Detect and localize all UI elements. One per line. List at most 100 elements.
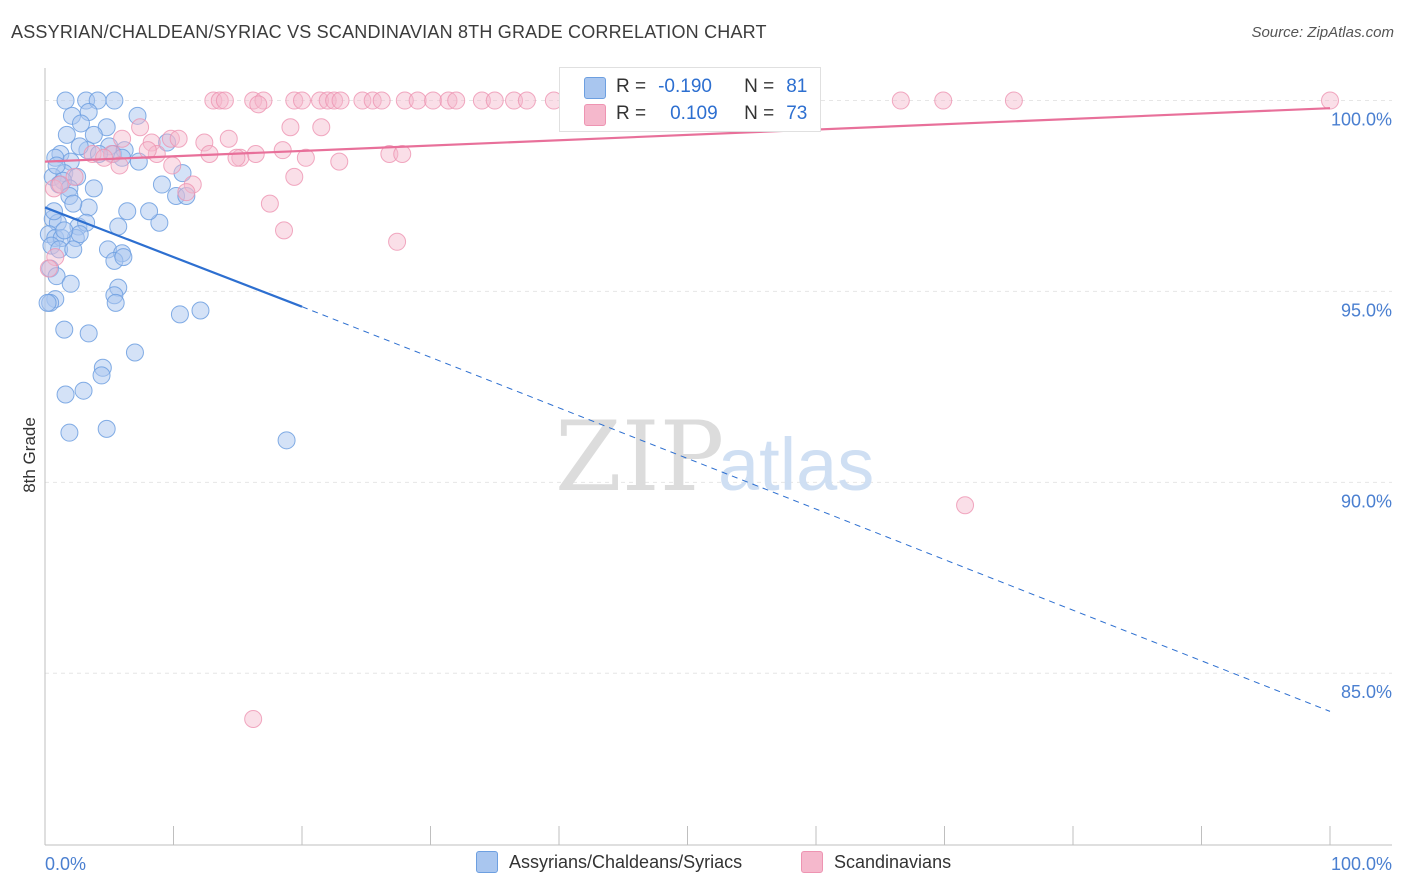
assyrians-point xyxy=(64,240,83,259)
grid-lines xyxy=(45,100,1392,674)
trend-lines xyxy=(44,107,1331,712)
y-tick-label: 100.0% xyxy=(1331,110,1392,130)
scandinavians-point xyxy=(1004,91,1023,110)
assyrians-point xyxy=(56,91,75,110)
assyrians-point xyxy=(64,194,83,213)
assyrians-point xyxy=(277,431,296,450)
scandinavians-point xyxy=(891,91,910,110)
assyrians-point xyxy=(47,156,66,175)
scandinavians-point xyxy=(372,91,391,110)
scandinavians-point xyxy=(312,118,331,137)
assyrians-point xyxy=(106,293,125,312)
scandinavians-point xyxy=(113,129,132,148)
assyrians-point xyxy=(56,385,75,404)
assyrians-point xyxy=(70,225,89,244)
assyrians-point xyxy=(128,106,147,125)
y-tick-label: 90.0% xyxy=(1341,491,1392,511)
scandinavians-point xyxy=(275,221,294,240)
scandinavians-point xyxy=(331,91,350,110)
legend-swatch-pink xyxy=(801,851,823,873)
watermark-zip: ZIP xyxy=(555,401,724,513)
scandinavians-point xyxy=(163,156,182,175)
stats-row-blue: R = -0.190 N = 81 xyxy=(616,74,807,100)
axes xyxy=(44,68,1392,846)
r-value: -0.190 xyxy=(658,76,712,97)
r-label: R = xyxy=(616,103,647,124)
scandinavians-point xyxy=(227,148,246,167)
scandinavians-point xyxy=(380,144,399,163)
scandinavians-point xyxy=(273,141,292,160)
legend-item-assyrians[interactable]: Assyrians/Chaldeans/Syriacs xyxy=(476,851,742,873)
assyrians-point xyxy=(74,381,93,400)
assyrians-trend-extension xyxy=(301,306,1331,712)
assyrians-point xyxy=(79,324,98,343)
chart-title: ASSYRIAN/CHALDEAN/SYRIAC VS SCANDINAVIAN… xyxy=(11,22,767,42)
assyrians-point xyxy=(38,293,57,312)
assyrians-point xyxy=(97,419,116,438)
scandinavians-point xyxy=(65,167,84,186)
assyrians-point xyxy=(60,423,79,442)
assyrians-point xyxy=(84,179,103,198)
n-value: 73 xyxy=(786,103,808,124)
assyrians-point xyxy=(152,175,171,194)
legend-item-scandinavians[interactable]: Scandinavians xyxy=(801,851,951,873)
scandinavians-point xyxy=(447,91,466,110)
legend: Assyrians/Chaldeans/Syriacs Scandinavian… xyxy=(0,851,1406,881)
stats-swatch-pink xyxy=(584,104,606,126)
assyrians-point xyxy=(57,125,76,144)
scandinavians-point xyxy=(285,91,304,110)
assyrians-point xyxy=(191,301,210,320)
scandinavians-point xyxy=(485,91,504,110)
scandinavians-point xyxy=(424,91,443,110)
assyrians-point xyxy=(140,202,159,221)
assyrians-point xyxy=(118,202,137,221)
watermark-atlas: atlas xyxy=(718,423,874,506)
scandinavians-point xyxy=(318,91,337,110)
watermark: ZIP atlas xyxy=(555,401,874,513)
scandinavians-point xyxy=(505,91,524,110)
scandinavians-point xyxy=(39,259,58,278)
assyrians-point xyxy=(79,198,98,217)
scandinavians-point xyxy=(293,91,311,110)
scandinavians-trend-line xyxy=(44,107,1331,163)
scandinavians-point xyxy=(325,91,344,110)
scandinavians-point xyxy=(83,144,102,163)
tick-labels: 100.0% 95.0% 90.0% 85.0% 0.0% 100.0% xyxy=(45,110,1392,874)
assyrians-point xyxy=(61,274,80,293)
assyrians-point xyxy=(177,186,196,205)
scandinavians-point xyxy=(395,91,414,110)
y-tick-label: 95.0% xyxy=(1341,300,1392,320)
assyrians-point xyxy=(173,164,192,183)
assyrians-point xyxy=(105,91,124,110)
scandinavians-point xyxy=(956,496,975,515)
scandinavians-point xyxy=(138,141,157,160)
assyrians-point xyxy=(170,305,189,324)
scandinavians-point xyxy=(244,710,263,729)
scandinavians-point xyxy=(310,91,329,110)
y-tick-label: 85.0% xyxy=(1341,682,1392,702)
scandinavians-point xyxy=(1321,91,1339,110)
scandinavians-point xyxy=(183,175,202,194)
scandinavians-point xyxy=(388,232,407,251)
y-axis-label: 8th Grade xyxy=(20,417,39,493)
legend-swatch-blue xyxy=(476,851,498,873)
scandinavians-point xyxy=(393,144,412,163)
assyrians-trend-line xyxy=(44,206,303,308)
scandinavians-point xyxy=(110,156,129,175)
scandinavians-point xyxy=(353,91,372,110)
scandinavians-point xyxy=(472,91,491,110)
legend-label: Assyrians/Chaldeans/Syriacs xyxy=(509,851,743,872)
scandinavians-point xyxy=(260,194,279,213)
assyrians-point xyxy=(114,248,133,267)
scandinavians-point xyxy=(51,175,70,194)
scandinavians-point xyxy=(330,152,349,171)
scandinavians-point xyxy=(285,167,304,186)
assyrians-point xyxy=(47,267,66,286)
scandinavians-point xyxy=(46,248,65,267)
scandinavians-point xyxy=(219,129,238,148)
stats-box: R = -0.190 N = 81 R = 0.109 N = 73 xyxy=(559,67,821,132)
scandinavians-point xyxy=(249,95,268,114)
assyrians-point xyxy=(71,114,90,133)
stats-swatch-blue xyxy=(584,77,606,99)
